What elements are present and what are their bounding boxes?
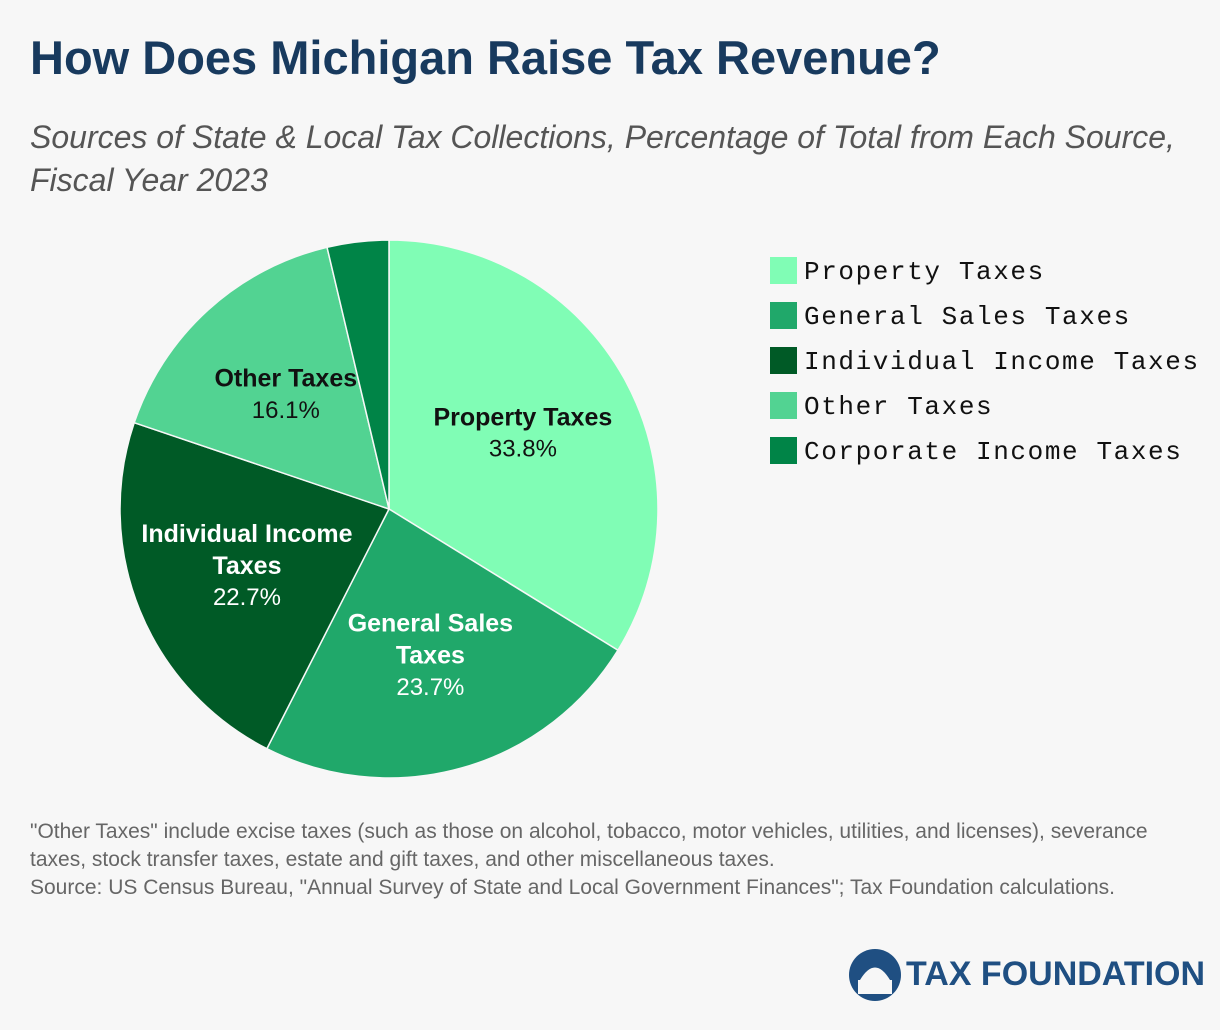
legend-label: Individual Income Taxes bbox=[804, 347, 1200, 377]
legend-label: General Sales Taxes bbox=[804, 302, 1131, 332]
legend-label: Other Taxes bbox=[804, 392, 993, 422]
logo-text: TAX FOUNDATION bbox=[906, 955, 1205, 993]
slice-label: Individual Income Taxes bbox=[141, 519, 352, 579]
legend-swatch bbox=[770, 257, 797, 284]
slice-value-label: 22.7% bbox=[213, 584, 281, 611]
source: Source: US Census Bureau, "Annual Survey… bbox=[30, 876, 1115, 899]
pie-slice bbox=[265, 507, 619, 779]
chart-title: How Does Michigan Raise Tax Revenue? bbox=[30, 31, 941, 84]
legend-swatch bbox=[770, 392, 797, 419]
pie-slice bbox=[388, 239, 659, 652]
slice-value-label: 33.8% bbox=[489, 436, 557, 463]
legend-swatch bbox=[770, 302, 797, 329]
slice-value-label: 23.7% bbox=[396, 674, 464, 701]
slice-label: Property Taxes bbox=[433, 403, 612, 431]
legend-label: Corporate Income Taxes bbox=[804, 437, 1182, 467]
legend-swatch bbox=[770, 437, 797, 464]
pie-slice bbox=[119, 421, 391, 750]
slice-label: Other Taxes bbox=[214, 364, 357, 392]
note: "Other Taxes" include excise taxes (such… bbox=[30, 820, 1148, 871]
logo-icon bbox=[849, 949, 901, 1001]
slice-label: General Sales Taxes bbox=[348, 609, 513, 669]
slice-value-label: 16.1% bbox=[252, 397, 320, 424]
legend-label: Property Taxes bbox=[804, 257, 1045, 287]
pie-slice bbox=[326, 239, 390, 510]
chart-subtitle: Sources of State & Local Tax Collections… bbox=[30, 119, 1175, 198]
pie-slice bbox=[133, 246, 391, 511]
legend-swatch bbox=[770, 347, 797, 374]
